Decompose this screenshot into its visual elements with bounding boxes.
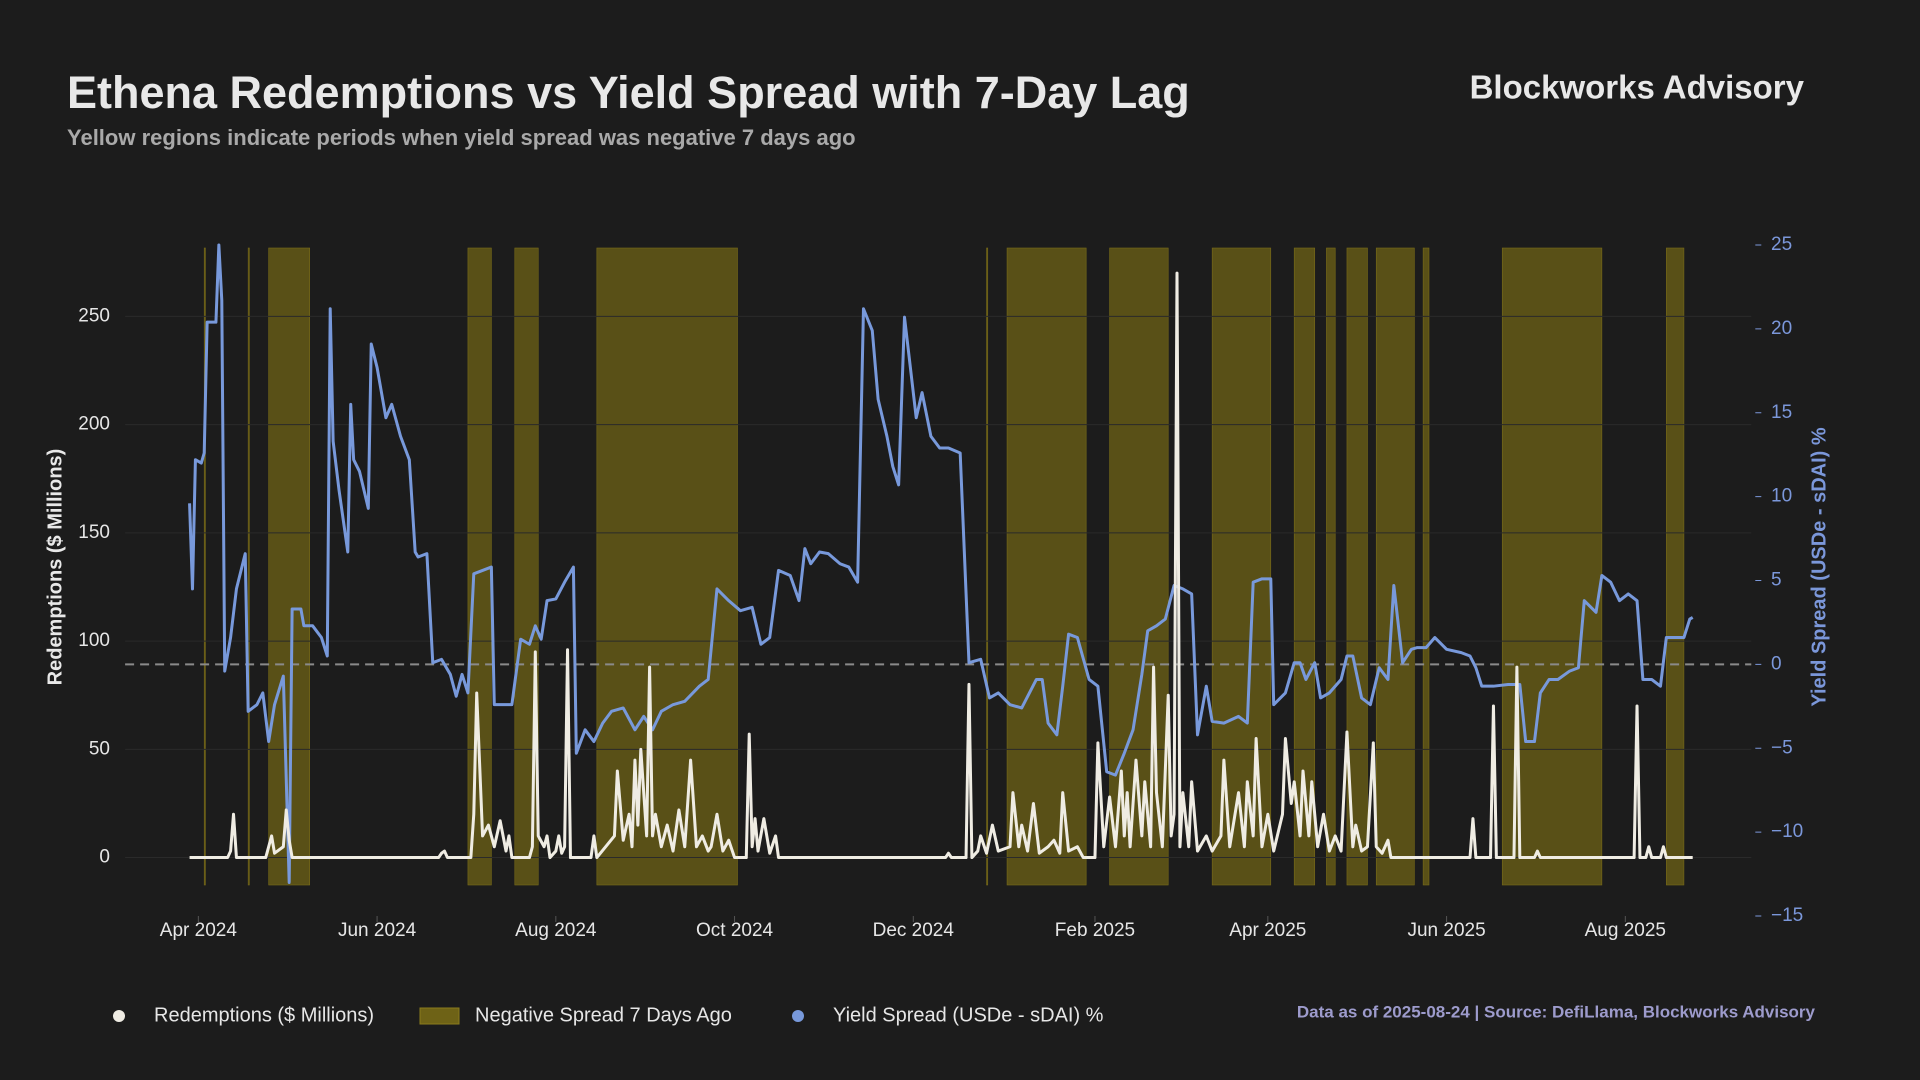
x-tick-label: Jun 2025	[1407, 920, 1485, 941]
legend-marker	[792, 1010, 804, 1022]
source-note: Data as of 2025-08-24 | Source: DefiLlam…	[1297, 1002, 1816, 1021]
series-line	[189, 271, 1693, 860]
x-tick-label: Feb 2025	[1055, 920, 1135, 941]
shaded-region	[1375, 247, 1415, 886]
series-line	[188, 243, 1694, 884]
shaded-region	[247, 247, 250, 886]
y-tick-label: 200	[78, 414, 110, 435]
x-tick-label: Apr 2025	[1229, 920, 1306, 941]
y-tick-label: 0	[99, 847, 110, 868]
legend: Redemptions ($ Millions) Negative Spread…	[113, 1004, 1104, 1026]
legend-label: Redemptions ($ Millions)	[154, 1004, 374, 1026]
shaded-region	[1293, 247, 1316, 886]
x-tick-label: Aug 2025	[1585, 920, 1666, 941]
y2-tick-label: 20	[1771, 318, 1792, 339]
shaded-region	[203, 247, 206, 886]
x-tick-label: Jun 2024	[338, 920, 417, 941]
legend-label: Yield Spread (USDe - sDAI) %	[833, 1004, 1104, 1026]
legend-marker	[113, 1010, 125, 1022]
shaded-region	[1326, 247, 1336, 886]
y2-tick-label: 5	[1771, 570, 1782, 591]
y2-tick-label: 25	[1771, 234, 1792, 255]
x-tick-label: Dec 2024	[873, 920, 955, 941]
shaded-region	[596, 247, 738, 886]
shaded-region	[1211, 247, 1272, 886]
y-tick-label: 150	[78, 522, 110, 543]
y2-tick-label: −15	[1771, 905, 1803, 926]
chart-title: Ethena Redemptions vs Yield Spread with …	[67, 67, 1190, 118]
shaded-region	[1666, 247, 1685, 886]
y-tick-label: 50	[89, 738, 110, 759]
legend-label: Negative Spread 7 Days Ago	[475, 1004, 732, 1026]
x-tick-label: Oct 2024	[696, 920, 774, 941]
shaded-region	[514, 247, 539, 886]
y2-tick-label: 15	[1771, 402, 1792, 423]
y2-tick-label: −5	[1771, 737, 1793, 758]
brand: Blockworks Advisory	[1470, 69, 1805, 106]
y-tick-label: 100	[78, 630, 110, 651]
y2-tick-label: 0	[1771, 653, 1782, 674]
y2-tick-label: 10	[1771, 486, 1792, 507]
shaded-region	[1422, 247, 1430, 886]
x-tick-label: Apr 2024	[160, 920, 238, 941]
x-tick-label: Aug 2024	[515, 920, 597, 941]
y2-axis-title: Yield Spread (USDe - sDAI) %	[1808, 427, 1830, 707]
y2-tick-label: −10	[1771, 821, 1803, 842]
shaded-region	[1346, 247, 1368, 886]
shaded-region	[1006, 247, 1087, 886]
shaded-region	[1501, 247, 1603, 886]
legend-marker	[419, 1007, 460, 1025]
chart-subtitle: Yellow regions indicate periods when yie…	[67, 125, 856, 150]
y-tick-label: 250	[78, 305, 110, 326]
shaded-region	[986, 247, 989, 886]
y-axis-title: Redemptions ($ Millions)	[44, 449, 66, 686]
